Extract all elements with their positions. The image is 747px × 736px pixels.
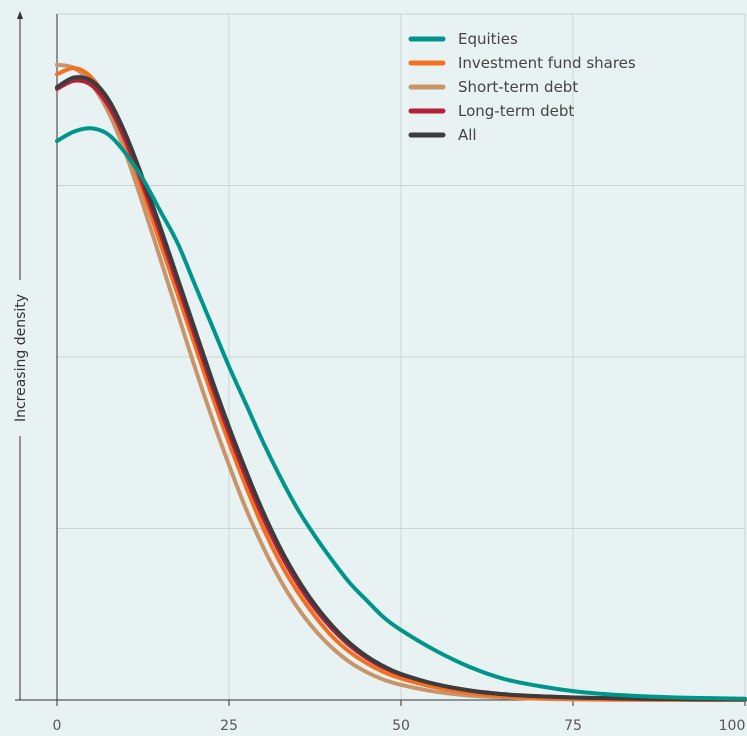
x-tick-label: 100: [719, 718, 746, 734]
legend-label: Investment fund shares: [458, 54, 636, 72]
axes: [15, 14, 746, 706]
y-axis-label: Increasing density: [13, 294, 29, 422]
y-axis-label-group: Increasing density: [13, 11, 29, 700]
legend: Equities Investment fund shares Short-term…: [408, 30, 636, 144]
series-line-equities: [55, 126, 747, 701]
x-tick-label: 25: [220, 718, 238, 734]
y-axis-arrow-head: [17, 11, 23, 19]
x-tick-label: 75: [564, 718, 582, 734]
grid: [57, 13, 746, 700]
legend-label: Short-term debt: [458, 78, 578, 96]
legend-label: Equities: [458, 30, 518, 48]
x-tick-labels: 0 25 50 75 100: [53, 718, 746, 734]
series-lines: [55, 62, 747, 702]
legend-label: Long-term debt: [458, 102, 574, 120]
x-tick-label: 0: [53, 718, 62, 734]
x-tick-label: 50: [392, 718, 410, 734]
legend-label: All: [458, 126, 477, 144]
